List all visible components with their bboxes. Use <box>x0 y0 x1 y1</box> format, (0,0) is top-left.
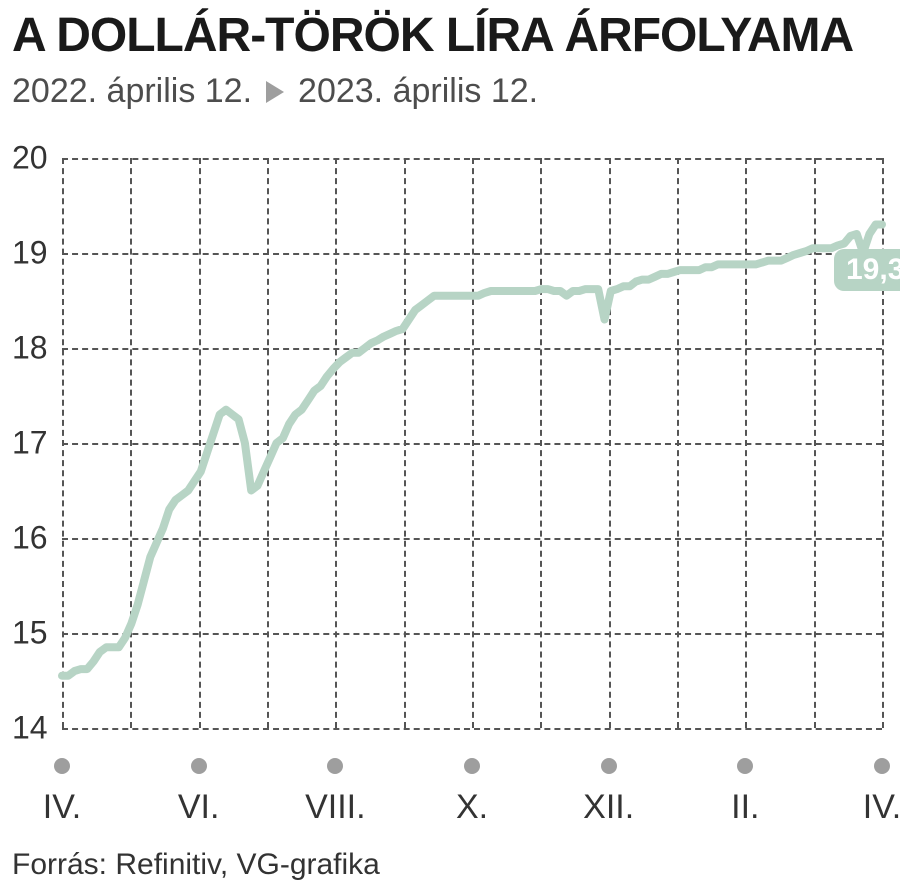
current-value-badge: 19,3 <box>834 249 900 291</box>
chart-source: Forrás: Refinitiv, VG-grafika <box>12 848 380 882</box>
exchange-rate-chart: 14151617181920IV.VI.VIII.X.XII.II.IV.19,… <box>0 0 900 840</box>
rate-line <box>0 0 900 840</box>
